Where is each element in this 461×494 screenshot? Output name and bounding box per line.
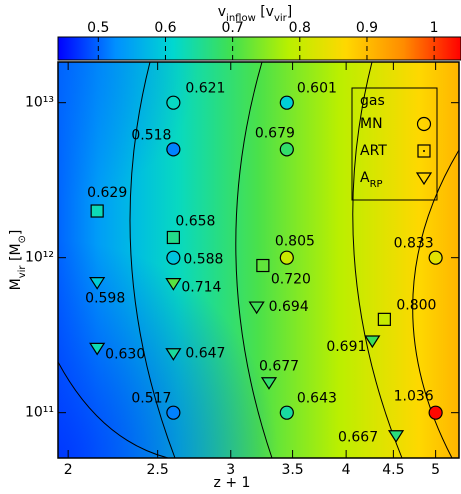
data-label: 0.679 — [255, 125, 295, 141]
marker-square — [417, 144, 431, 158]
marker-square — [90, 204, 104, 218]
contour — [129, 62, 176, 458]
colorbar-tick-label: 0.8 — [289, 20, 311, 36]
data-label: 1.036 — [394, 389, 434, 405]
marker-triangle — [248, 301, 265, 315]
marker-triangle — [415, 172, 433, 186]
data-label: 0.800 — [396, 297, 436, 313]
marker-circle — [416, 116, 432, 132]
marker-triangle — [165, 278, 182, 291]
legend-title: gas — [360, 93, 385, 109]
data-label: 0.621 — [185, 81, 225, 97]
x-tick-label: 3 — [226, 462, 235, 478]
colorbar-tick-label: 1 — [430, 20, 439, 36]
marker-triangle — [260, 377, 278, 390]
y-tick-label: 10¹³ — [25, 95, 54, 111]
legend-label-text: ART — [360, 143, 387, 159]
contour — [352, 62, 403, 458]
marker-square — [377, 312, 391, 326]
legend-box — [351, 87, 438, 201]
data-label: 0.658 — [175, 213, 215, 229]
contour — [235, 62, 273, 458]
marker-triangle — [89, 342, 106, 356]
colorbar-tick-label: 0.7 — [222, 20, 244, 36]
data-label: 0.694 — [269, 299, 309, 315]
marker-circle — [428, 405, 443, 420]
colorbar — [57, 36, 461, 61]
data-label: 0.647 — [185, 346, 225, 362]
legend: gas MN ART ARP — [351, 87, 438, 201]
data-label: 0.691 — [326, 339, 366, 355]
legend-label-text: A — [360, 170, 370, 186]
marker-circle — [279, 405, 294, 420]
legend-label: MN — [360, 116, 383, 132]
marker-circle — [166, 250, 181, 265]
data-label: 0.517 — [131, 391, 171, 407]
x-tick-label: 3.5 — [281, 462, 303, 478]
legend-label-sub: RP — [370, 179, 383, 190]
data-label: 0.720 — [271, 272, 311, 288]
x-tick-label: 2.5 — [147, 462, 169, 478]
y-axis-label: Mvir [M⊙] — [8, 230, 28, 291]
data-label: 0.643 — [297, 391, 337, 407]
data-label: 0.630 — [105, 346, 145, 362]
data-label: 0.833 — [394, 236, 434, 252]
legend-label-text: MN — [360, 116, 383, 132]
x-tick-label: 4.5 — [382, 462, 404, 478]
y-tick-label: 10¹² — [25, 250, 54, 266]
legend-label: ARP — [360, 170, 383, 190]
marker-circle — [166, 142, 181, 157]
data-label: 0.677 — [259, 359, 299, 375]
x-tick-label: 2 — [64, 462, 73, 478]
marker-triangle — [165, 348, 182, 361]
colorbar-tick-label: 0.6 — [154, 20, 176, 36]
marker-circle — [279, 142, 294, 157]
colorbar-label: vinflow [vvir] — [218, 4, 293, 24]
marker-square — [166, 230, 180, 245]
marker-triangle — [387, 430, 405, 443]
colorbar-tick-label: 0.9 — [356, 20, 378, 36]
marker-triangle — [364, 335, 381, 349]
x-tick-label: 4 — [342, 462, 351, 478]
data-label: 0.601 — [297, 81, 337, 97]
colorbar-gradient — [57, 36, 461, 61]
contour — [58, 361, 169, 458]
colorbar-tick-label: 0.5 — [87, 20, 109, 36]
marker-circle — [279, 95, 294, 110]
marker-square — [256, 258, 270, 273]
data-label: 0.805 — [275, 234, 315, 250]
legend-dot — [423, 150, 425, 152]
x-tick-label: 5 — [431, 462, 440, 478]
marker-circle — [166, 405, 181, 420]
x-axis-label: z + 1 — [214, 475, 251, 491]
marker-circle — [279, 250, 294, 265]
data-label: 0.518 — [131, 127, 171, 143]
marker-triangle — [89, 277, 106, 290]
marker-circle — [428, 250, 443, 265]
y-tick-label: 10¹¹ — [25, 405, 54, 421]
plot-frame — [57, 61, 460, 459]
data-label: 0.714 — [181, 280, 221, 296]
data-label: 0.598 — [85, 291, 125, 307]
legend-label: ART — [360, 143, 387, 159]
marker-circle — [166, 95, 181, 110]
data-label: 0.588 — [183, 252, 223, 268]
data-label: 0.629 — [87, 185, 127, 201]
data-label: 0.667 — [338, 430, 378, 446]
